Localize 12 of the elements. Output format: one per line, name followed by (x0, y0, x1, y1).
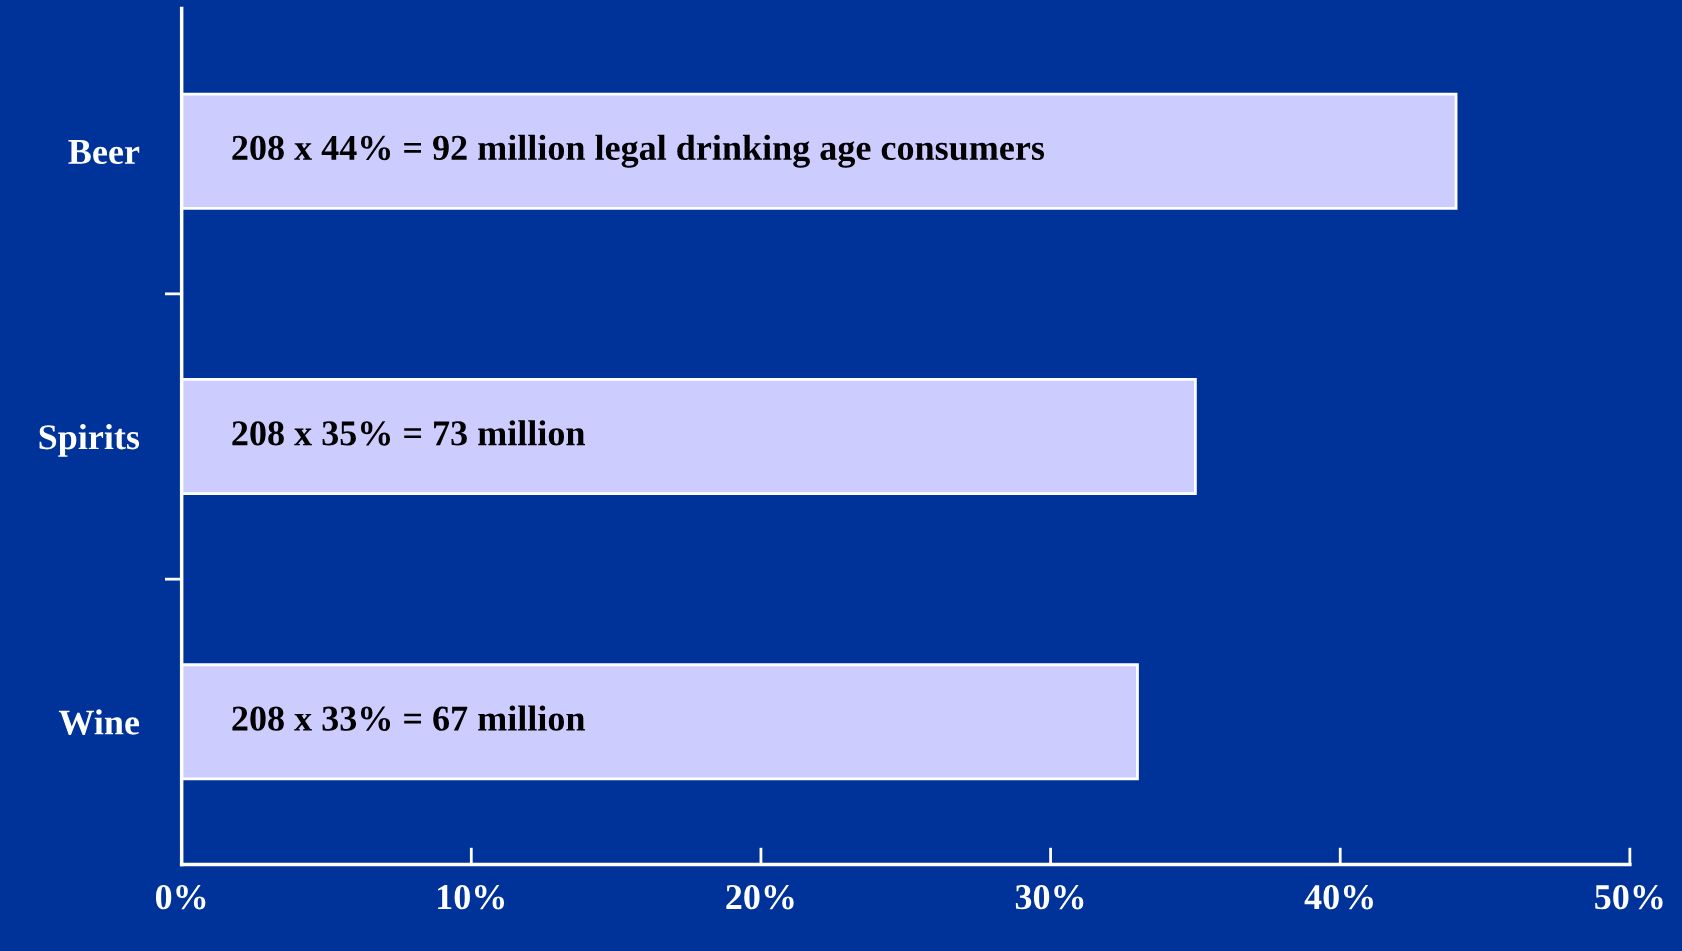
data-label: 208 x 44% = 92 million legal drinking age consumers (232, 134, 1045, 168)
y-tick-label: Beer (68, 140, 140, 165)
y-tick-label: Spirits (39, 423, 140, 457)
x-tick-label: 10% (438, 884, 505, 910)
x-tick-label: 20% (726, 884, 794, 910)
x-tick-label: 0% (155, 884, 206, 910)
x-tick-label: 30% (1015, 884, 1084, 910)
y-tick-label: Wine (58, 709, 140, 735)
x-tick-label: 40% (1304, 884, 1373, 910)
data-label: 208 x 33% = 67 million (232, 705, 585, 731)
data-label: 208 x 35% = 73 million (232, 420, 585, 446)
x-tick-label: 50% (1595, 884, 1663, 910)
